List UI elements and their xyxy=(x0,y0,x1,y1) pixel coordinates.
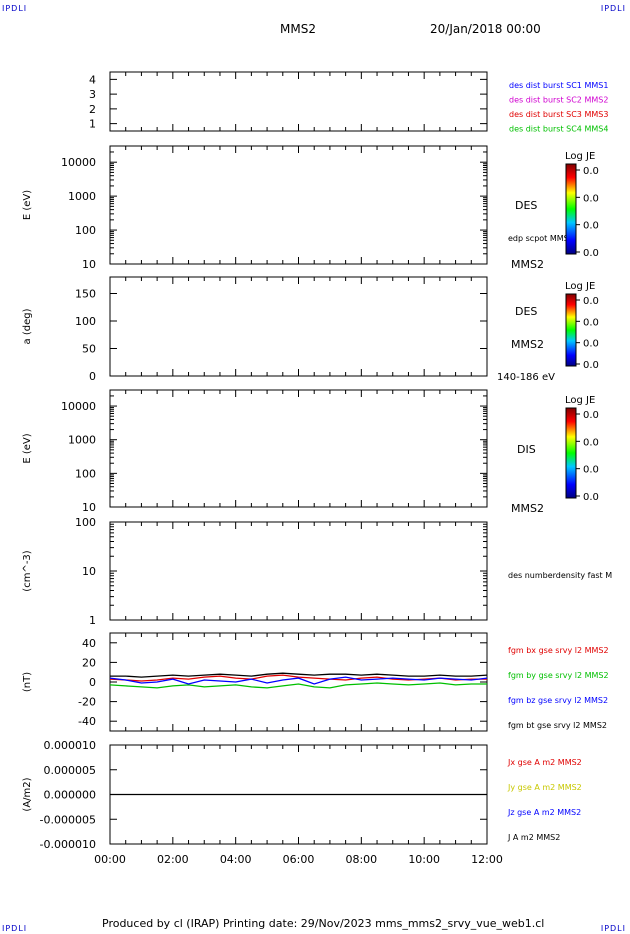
y-tick-label: 100 xyxy=(75,467,96,480)
y-tick-label: -0.000010 xyxy=(40,838,96,851)
y-tick-label: 2 xyxy=(89,103,96,116)
y-tick-label: 0 xyxy=(89,676,96,689)
y-axis-label: (cm^-3) xyxy=(22,550,33,591)
legend-entry: Jy gse A m2 MMS2 xyxy=(507,783,582,792)
y-tick-label: 0.000010 xyxy=(44,739,97,752)
colorbar-tick-label: 0.0 xyxy=(583,296,599,307)
colorbar-tick-label: 0.0 xyxy=(583,317,599,328)
y-tick-label: 0 xyxy=(89,370,96,383)
panel-frame-5 xyxy=(109,632,488,732)
y-tick-label: 10 xyxy=(82,501,96,514)
instrument-label: DES xyxy=(515,199,537,212)
spacecraft-title: MMS2 xyxy=(280,22,316,36)
y-tick-label: 0.000000 xyxy=(44,789,97,802)
legend-entry: fgm by gse srvy l2 MMS2 xyxy=(508,671,609,680)
plot-date: 20/Jan/2018 00:00 xyxy=(430,22,541,36)
y-tick-label: 10 xyxy=(82,565,96,578)
y-tick-label: 10 xyxy=(82,258,96,271)
panel-frame-2 xyxy=(109,276,488,377)
legend-entry: Jx gse A m2 MMS2 xyxy=(507,758,582,767)
instrument-label: DES xyxy=(515,305,537,318)
colorbar-tick-label: 0.0 xyxy=(583,193,599,204)
legend-entry: Jz gse A m2 MMS2 xyxy=(507,808,581,817)
legend-entry: fgm bx gse srvy l2 MMS2 xyxy=(508,646,609,655)
y-tick-label: 100 xyxy=(75,315,96,328)
colorbar-tick-label: 0.0 xyxy=(583,166,599,177)
y-tick-label: 1 xyxy=(89,614,96,627)
corner-label-bottom-left: IPDLI xyxy=(2,924,28,933)
time-tick-label: 02:00 xyxy=(157,853,189,866)
colorbar-tick-label: 0.0 xyxy=(583,492,599,503)
y-tick-label: 40 xyxy=(82,637,96,650)
colorbar-title: Log JE xyxy=(565,281,595,292)
colorbar-3 xyxy=(565,407,577,499)
y-tick-label: 1000 xyxy=(68,434,96,447)
legend-entry: fgm bz gse srvy l2 MMS2 xyxy=(508,696,608,705)
y-tick-label: 1000 xyxy=(68,190,96,203)
legend-entry: des dist burst SC1 MMS1 xyxy=(509,81,608,90)
corner-label-top-left: IPDLI xyxy=(2,4,28,13)
legend-entry: J A m2 MMS2 xyxy=(507,833,560,842)
series-line-1 xyxy=(109,682,487,689)
y-tick-label: -0.000005 xyxy=(40,813,96,826)
panel-frame-1 xyxy=(109,145,488,265)
y-tick-label: 20 xyxy=(82,656,96,669)
y-axis-label: E (eV) xyxy=(22,433,33,463)
legend-entry: des dist burst SC3 MMS3 xyxy=(509,110,608,119)
legend-entry: des numberdensity fast M xyxy=(508,571,612,580)
y-tick-label: -20 xyxy=(78,696,96,709)
series-line-0 xyxy=(109,674,487,682)
y-tick-label: 100 xyxy=(75,516,96,529)
time-tick-label: 10:00 xyxy=(408,853,440,866)
time-tick-label: 08:00 xyxy=(345,853,377,866)
y-tick-label: -40 xyxy=(78,715,96,728)
legend-entry: des dist burst SC2 MMS2 xyxy=(509,96,608,105)
y-tick-label: 50 xyxy=(82,343,96,356)
y-tick-label: 100 xyxy=(75,224,96,237)
colorbar-tick-label: 0.0 xyxy=(583,360,599,371)
time-tick-label: 00:00 xyxy=(94,853,126,866)
colorbar-2 xyxy=(565,293,577,367)
colorbar-title: Log JE xyxy=(565,151,595,162)
corner-label-top-right: IPDLI xyxy=(600,4,626,13)
time-tick-label: 04:00 xyxy=(220,853,252,866)
panel-frame-4 xyxy=(109,521,488,621)
overlay-label: edp scpot MMS2 xyxy=(508,234,574,243)
y-axis-label: a (deg) xyxy=(22,308,33,344)
panel-frame-3 xyxy=(109,389,488,508)
panel-frame-0 xyxy=(109,71,488,132)
y-tick-label: 1 xyxy=(89,118,96,131)
colorbar-tick-label: 0.0 xyxy=(583,248,599,259)
time-tick-label: 06:00 xyxy=(283,853,315,866)
colorbar-tick-label: 0.0 xyxy=(583,221,599,232)
instrument-label: DIS xyxy=(517,443,536,456)
y-axis-label: (A/m2) xyxy=(22,777,33,811)
spacecraft-label: MMS2 xyxy=(511,502,544,515)
y-tick-label: 0.000005 xyxy=(44,764,97,777)
y-tick-label: 10000 xyxy=(61,156,96,169)
spacecraft-label: MMS2 xyxy=(511,338,544,351)
spacecraft-label: MMS2 xyxy=(511,258,544,271)
series-line-3 xyxy=(110,672,488,678)
corner-label-bottom-right: IPDLI xyxy=(600,924,626,933)
colorbar-tick-label: 0.0 xyxy=(583,410,599,421)
y-axis-label: E (eV) xyxy=(22,190,33,220)
colorbar-title: Log JE xyxy=(565,395,595,406)
colorbar-tick-label: 0.0 xyxy=(583,339,599,350)
y-tick-label: 150 xyxy=(75,288,96,301)
y-tick-label: 10000 xyxy=(61,400,96,413)
time-tick-label: 12:00 xyxy=(471,853,503,866)
y-axis-label: (nT) xyxy=(22,672,33,692)
legend-entry: fgm bt gse srvy l2 MMS2 xyxy=(508,721,607,730)
colorbar-1 xyxy=(565,163,577,255)
footer-credits: Produced by cl (IRAP) Printing date: 29/… xyxy=(102,917,545,930)
energy-range-label: 140-186 eV xyxy=(497,372,555,383)
colorbar-tick-label: 0.0 xyxy=(583,437,599,448)
y-tick-label: 4 xyxy=(89,73,96,86)
y-tick-label: 3 xyxy=(89,88,96,101)
legend-entry: des dist burst SC4 MMS4 xyxy=(509,125,608,134)
series-line-2 xyxy=(109,676,488,685)
colorbar-tick-label: 0.0 xyxy=(583,465,599,476)
